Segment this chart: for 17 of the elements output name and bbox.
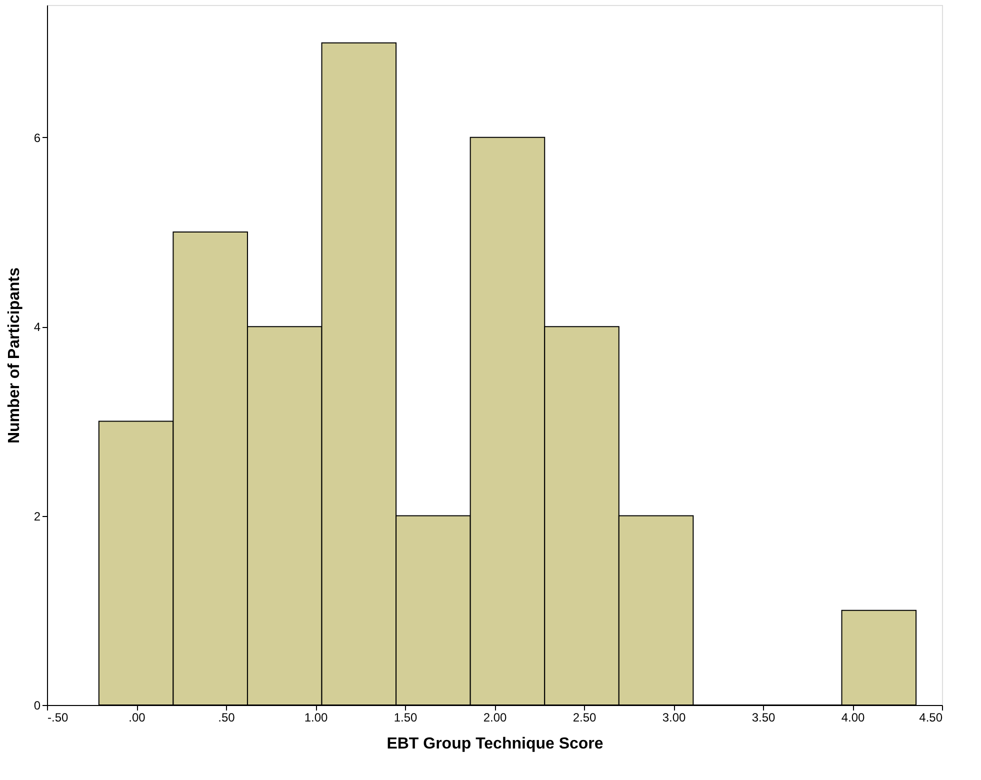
x-tick-label: 3.00: [662, 710, 686, 724]
y-tick-label: 0: [34, 698, 41, 712]
x-tick-label: -.50: [48, 710, 69, 724]
x-tick-label: 2.00: [483, 710, 507, 724]
x-tick-label: 4.50: [919, 710, 943, 724]
x-tick-label: 1.50: [394, 710, 418, 724]
y-tick-label: 4: [34, 320, 41, 334]
x-tick-label: 3.50: [752, 710, 776, 724]
y-axis-title: Number of Participants: [6, 267, 23, 444]
y-tick-label: 2: [34, 509, 41, 524]
x-tick-label: 4.00: [841, 710, 865, 724]
x-tick-label: .50: [218, 710, 236, 724]
x-axis-title: EBT Group Technique Score: [386, 736, 604, 752]
y-tick-label: 6: [34, 130, 41, 145]
x-tick-label: .00: [128, 710, 146, 724]
x-tick-label: 2.50: [572, 710, 596, 724]
x-tick-label: 1.00: [304, 710, 328, 724]
